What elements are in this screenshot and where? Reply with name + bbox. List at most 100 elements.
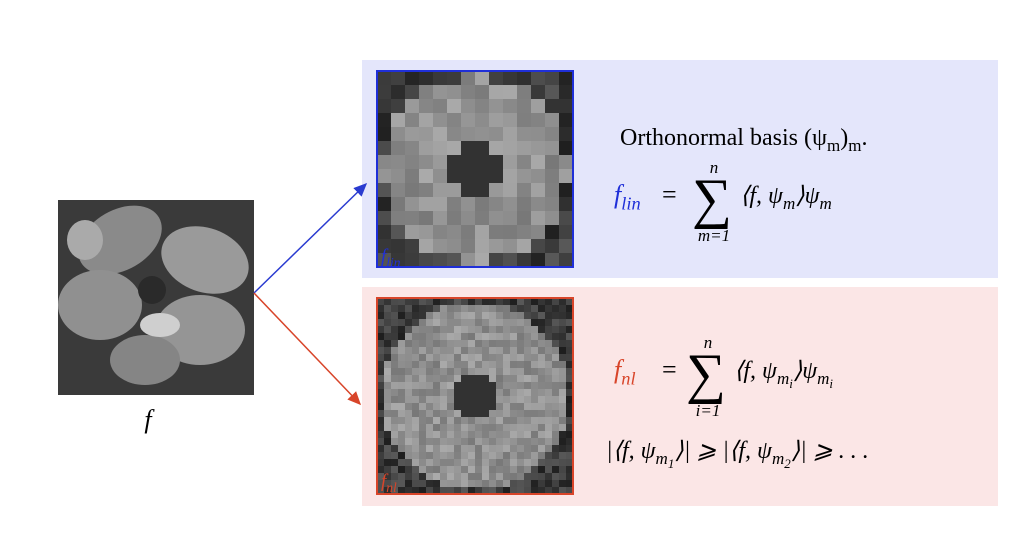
pixel [426, 417, 434, 425]
pixel [419, 403, 427, 411]
pixel [524, 312, 532, 320]
image-label-part: f [381, 471, 389, 492]
pixel [545, 459, 553, 467]
pixel [559, 396, 567, 404]
pixel [447, 473, 455, 481]
pixel [377, 305, 385, 313]
pixel [377, 480, 385, 488]
pixel [538, 382, 546, 390]
pixel [398, 326, 406, 334]
pixel [391, 354, 399, 362]
pixel [517, 354, 525, 362]
ordering-part: ⟩| ⩾ . . . [791, 438, 869, 464]
pixel [545, 319, 553, 327]
pixel [524, 473, 532, 481]
pixel [433, 410, 441, 418]
pixel [468, 445, 476, 453]
basis-text: Orthonormal basis (ψm)m. [620, 125, 867, 155]
pixel [447, 99, 462, 114]
pixel [419, 333, 427, 341]
pixel [405, 466, 413, 474]
pixel [475, 197, 490, 212]
pixel [538, 487, 546, 495]
pixel [517, 326, 525, 334]
pixel [412, 459, 420, 467]
pixel [377, 340, 385, 348]
arrow-linear [253, 182, 368, 294]
pixel [447, 347, 455, 355]
pixel [377, 368, 385, 376]
pixel [538, 326, 546, 334]
pixel [461, 169, 476, 184]
pixel [510, 326, 518, 334]
pixel [398, 466, 406, 474]
pixel [538, 368, 546, 376]
pixel [489, 85, 504, 100]
pixel [475, 312, 483, 320]
pixel [377, 298, 385, 306]
pixel [475, 417, 483, 425]
pixel [412, 354, 420, 362]
pixel [468, 438, 476, 446]
basis-text-part: . [861, 125, 867, 151]
pixel [475, 253, 490, 268]
pixel [384, 410, 392, 418]
pixel [433, 389, 441, 397]
pixel [489, 333, 497, 341]
pixel [447, 305, 455, 313]
pixel [405, 312, 413, 320]
pixel [461, 239, 476, 254]
pixel [475, 382, 483, 390]
pixel [531, 487, 539, 495]
pixel [475, 211, 490, 226]
pixel [566, 396, 574, 404]
pixel [559, 445, 567, 453]
pixel [559, 225, 574, 240]
image-label: fnl [381, 471, 397, 495]
pixel [419, 183, 434, 198]
pixel [468, 298, 476, 306]
pixel [531, 459, 539, 467]
pixel [545, 298, 553, 306]
pixel [468, 333, 476, 341]
pixel [559, 368, 567, 376]
pixel [475, 431, 483, 439]
pixel [524, 333, 532, 341]
pixel [433, 340, 441, 348]
pixel [440, 487, 448, 495]
pixel [531, 319, 539, 327]
pixel [468, 403, 476, 411]
pixel [398, 382, 406, 390]
pixel [545, 382, 553, 390]
pixel [454, 368, 462, 376]
pixel [440, 431, 448, 439]
pixel [475, 480, 483, 488]
pixel [391, 487, 399, 495]
pixel [524, 361, 532, 369]
pixel [433, 361, 441, 369]
pixel [398, 368, 406, 376]
pixel [426, 431, 434, 439]
pixel [482, 368, 490, 376]
basis-text-part: m [827, 136, 840, 155]
pixel [482, 410, 490, 418]
pixel [482, 375, 490, 383]
pixel [461, 197, 476, 212]
pixel [538, 410, 546, 418]
pixel [496, 375, 504, 383]
pixel [510, 487, 518, 495]
pixel [559, 319, 567, 327]
pixel [405, 197, 420, 212]
pixel [489, 155, 504, 170]
pixel [433, 452, 441, 460]
pixel [517, 473, 525, 481]
pixel [384, 326, 392, 334]
pixel [419, 389, 427, 397]
pixel [440, 396, 448, 404]
sum-sign: ∑ [686, 343, 726, 405]
pixel [405, 71, 420, 86]
pixel [384, 298, 392, 306]
pixel [461, 326, 469, 334]
pixel [440, 326, 448, 334]
pixel [566, 326, 574, 334]
